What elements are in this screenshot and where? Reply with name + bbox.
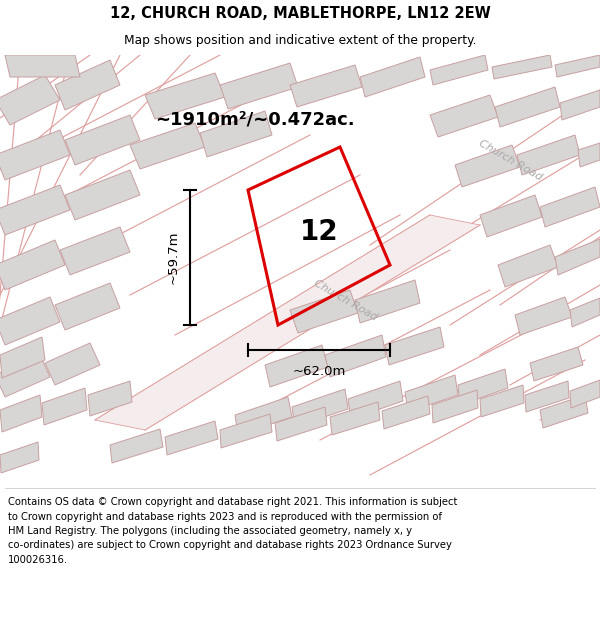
Polygon shape <box>0 395 42 432</box>
Text: ~1910m²/~0.472ac.: ~1910m²/~0.472ac. <box>155 111 355 129</box>
Polygon shape <box>540 187 600 227</box>
Polygon shape <box>530 347 583 381</box>
Polygon shape <box>385 327 444 365</box>
Polygon shape <box>130 123 205 169</box>
Polygon shape <box>560 90 600 120</box>
Polygon shape <box>492 55 552 79</box>
Polygon shape <box>348 381 403 419</box>
Polygon shape <box>292 389 348 427</box>
Polygon shape <box>570 380 600 408</box>
Polygon shape <box>360 57 425 97</box>
Polygon shape <box>432 390 478 423</box>
Polygon shape <box>55 283 120 330</box>
Polygon shape <box>60 227 130 275</box>
Text: Church Road: Church Road <box>476 138 544 182</box>
Text: Contains OS data © Crown copyright and database right 2021. This information is : Contains OS data © Crown copyright and d… <box>8 497 457 507</box>
Polygon shape <box>0 442 39 473</box>
Polygon shape <box>480 385 524 417</box>
Polygon shape <box>5 55 80 77</box>
Polygon shape <box>430 95 498 137</box>
Text: co-ordinates) are subject to Crown copyright and database rights 2023 Ordnance S: co-ordinates) are subject to Crown copyr… <box>8 541 452 551</box>
Polygon shape <box>290 65 362 107</box>
Polygon shape <box>42 388 87 425</box>
Polygon shape <box>382 396 430 429</box>
Polygon shape <box>355 280 420 323</box>
Polygon shape <box>405 375 458 412</box>
Polygon shape <box>200 111 272 157</box>
Text: Church Road: Church Road <box>311 278 379 322</box>
Polygon shape <box>0 355 50 397</box>
Polygon shape <box>555 55 600 77</box>
Polygon shape <box>88 381 132 416</box>
Polygon shape <box>145 73 225 119</box>
Polygon shape <box>517 135 580 175</box>
Polygon shape <box>430 55 488 85</box>
Polygon shape <box>220 63 298 109</box>
Text: 12: 12 <box>299 217 338 246</box>
Text: Map shows position and indicative extent of the property.: Map shows position and indicative extent… <box>124 34 476 48</box>
Polygon shape <box>555 239 600 275</box>
Polygon shape <box>220 414 272 448</box>
Polygon shape <box>578 143 600 167</box>
Polygon shape <box>0 240 65 290</box>
Polygon shape <box>498 245 558 287</box>
Polygon shape <box>325 335 386 377</box>
Polygon shape <box>495 87 560 127</box>
Polygon shape <box>525 381 569 412</box>
Polygon shape <box>458 369 508 405</box>
Polygon shape <box>55 60 120 110</box>
Polygon shape <box>455 145 520 187</box>
Text: 100026316.: 100026316. <box>8 555 68 565</box>
Polygon shape <box>110 429 163 463</box>
Polygon shape <box>65 115 140 165</box>
Text: 12, CHURCH ROAD, MABLETHORPE, LN12 2EW: 12, CHURCH ROAD, MABLETHORPE, LN12 2EW <box>110 6 490 21</box>
Polygon shape <box>265 345 328 387</box>
Polygon shape <box>0 185 70 235</box>
Polygon shape <box>235 397 292 435</box>
Polygon shape <box>540 395 588 428</box>
Polygon shape <box>45 343 100 385</box>
Text: ~59.7m: ~59.7m <box>167 231 180 284</box>
Polygon shape <box>0 337 45 378</box>
Text: ~62.0m: ~62.0m <box>292 365 346 378</box>
Polygon shape <box>65 170 140 220</box>
Text: HM Land Registry. The polygons (including the associated geometry, namely x, y: HM Land Registry. The polygons (includin… <box>8 526 412 536</box>
Polygon shape <box>515 297 572 335</box>
Text: to Crown copyright and database rights 2023 and is reproduced with the permissio: to Crown copyright and database rights 2… <box>8 511 442 521</box>
Polygon shape <box>480 195 542 237</box>
Polygon shape <box>275 407 327 441</box>
Polygon shape <box>570 298 600 327</box>
Polygon shape <box>330 402 380 435</box>
Polygon shape <box>0 297 60 345</box>
Polygon shape <box>290 290 358 333</box>
Polygon shape <box>165 421 218 455</box>
Polygon shape <box>95 215 480 430</box>
Polygon shape <box>0 75 60 125</box>
Polygon shape <box>0 130 70 180</box>
